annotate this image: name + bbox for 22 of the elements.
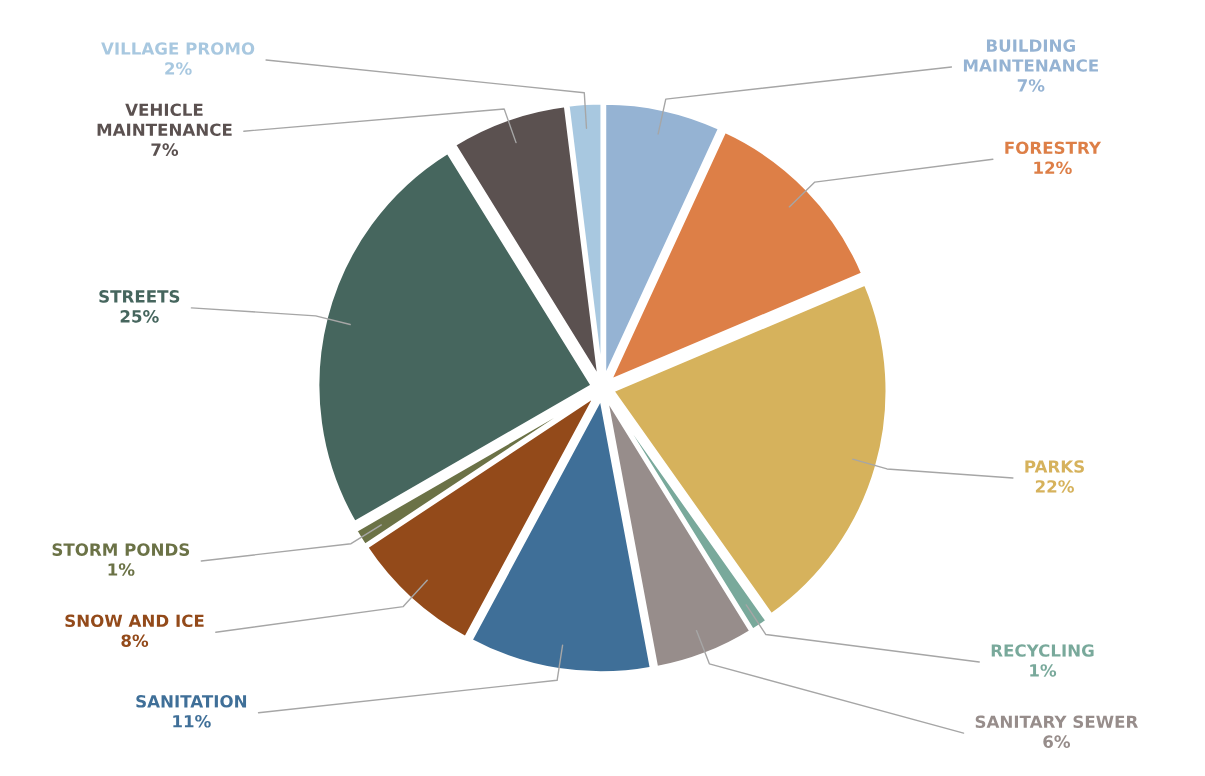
data-label: 7% — [151, 143, 179, 156]
slice-label: VEHICLE MAINTENANCE — [97, 103, 232, 137]
data-label: 22% — [1035, 480, 1074, 493]
slice-label: SANITARY SEWER — [975, 715, 1138, 729]
slice-label: VILLAGE PROMO — [101, 42, 255, 55]
data-label: 7% — [1017, 79, 1045, 92]
data-label: 1% — [108, 563, 135, 576]
data-label: 25% — [120, 310, 159, 323]
slice-label: SANITATION — [136, 695, 247, 708]
data-label: 6% — [1043, 735, 1071, 748]
slice-label: STORM PONDS — [52, 543, 190, 556]
slice-label: FORESTRY — [1005, 141, 1102, 155]
slice-label: SNOW AND ICE — [65, 614, 204, 628]
slice-label: STREETS — [99, 290, 180, 303]
data-label: 11% — [173, 714, 211, 728]
data-label: 8% — [121, 634, 149, 648]
data-label: 12% — [1034, 161, 1072, 175]
slice-label: PARKS — [1025, 460, 1084, 473]
slice-label: RECYCLING — [991, 644, 1094, 657]
data-label: 1% — [1030, 664, 1057, 677]
data-label: 2% — [165, 62, 192, 75]
slice-label: BUILDING MAINTENANCE — [963, 39, 1098, 72]
